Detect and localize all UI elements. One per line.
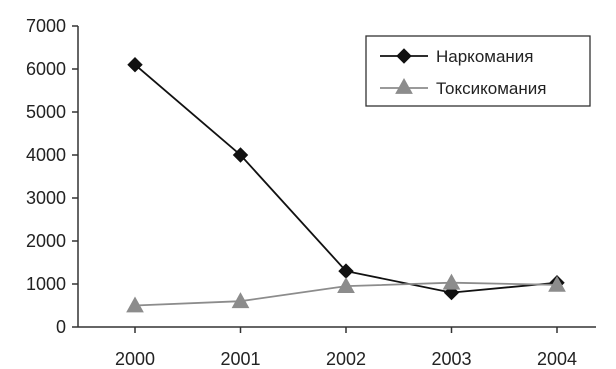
y-tick-label: 2000 [26,231,66,251]
data-point-marker [126,296,144,313]
y-tick-label: 7000 [26,16,66,36]
legend-box [365,35,591,107]
y-tick-label: 0 [56,317,66,337]
legend-label: Токсикомания [436,79,546,98]
data-point-marker [231,292,250,309]
y-tick-label: 3000 [26,188,66,208]
x-tick-label: 2004 [537,349,577,369]
legend-label: Наркомания [436,47,534,66]
legend-marker [396,48,412,64]
data-point-marker [127,56,143,73]
x-tick-label: 2000 [115,349,155,369]
x-tick-label: 2001 [220,349,260,369]
data-point-marker [337,277,355,294]
data-point-marker [232,147,249,163]
y-tick-label: 6000 [26,59,66,79]
x-tick-label: 2002 [326,349,366,369]
axes [72,25,596,333]
x-tick-label: 2003 [431,349,471,369]
legend: Наркомания Токсикомания [365,35,591,107]
legend-marker [395,77,413,94]
y-tick-labels: 0 1000 2000 3000 4000 5000 6000 7000 [26,16,66,337]
x-tick-labels: 2000 2001 2002 2003 2004 [115,349,577,369]
series-group [126,56,566,313]
legend-item: Наркомания [380,47,534,66]
y-tick-label: 4000 [26,145,66,165]
data-point-marker [548,275,566,292]
y-tick-label: 5000 [26,102,66,122]
data-point-marker [442,273,461,290]
legend-item: Токсикомания [380,77,546,98]
series-1 [126,273,566,313]
y-tick-label: 1000 [26,274,66,294]
